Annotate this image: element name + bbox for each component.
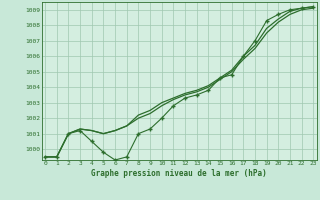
X-axis label: Graphe pression niveau de la mer (hPa): Graphe pression niveau de la mer (hPa) <box>91 169 267 178</box>
